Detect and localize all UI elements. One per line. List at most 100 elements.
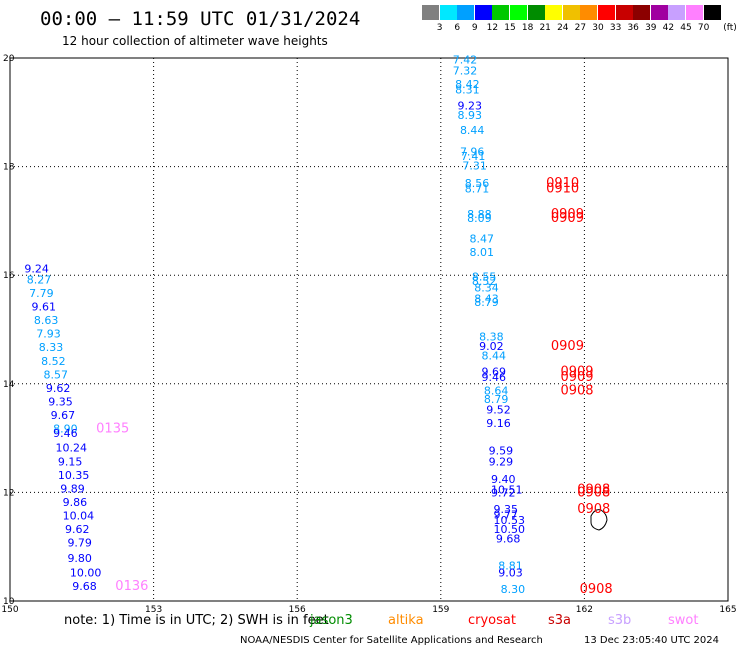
wave-height-label: 10.50 — [493, 523, 525, 536]
chart-title: 00:00 – 11:59 UTC 01/31/2024 — [40, 8, 361, 30]
legend-swatch — [545, 5, 563, 20]
pass-time-label: 0908 — [560, 384, 593, 399]
wave-height-label: 8.64 — [484, 385, 509, 398]
wave-height-label: 10.35 — [58, 469, 90, 482]
wave-height-label: 9.46 — [53, 427, 78, 440]
satellite-label: jason3 — [310, 613, 353, 628]
wave-height-label: 8.42 — [455, 78, 480, 91]
legend-level-label: 27 — [574, 23, 587, 33]
footer-note: note: 1) Time is in UTC; 2) SWH is in fe… — [64, 613, 329, 628]
y-tick-label: 12 — [3, 488, 14, 498]
wave-height-label: 9.79 — [67, 537, 92, 550]
credit-line: NOAA/NESDIS Center for Satellite Applica… — [240, 635, 543, 646]
wave-height-label: 8.01 — [470, 246, 495, 259]
legend-level-label: 70 — [697, 23, 710, 33]
legend-swatch — [562, 5, 580, 20]
wave-height-label: 9.89 — [60, 482, 84, 495]
wave-height-label: 9.62 — [46, 382, 71, 395]
wave-height-label: 10.53 — [493, 514, 525, 527]
satellite-label: s3b — [608, 613, 632, 628]
wave-height-label: 8.27 — [27, 273, 52, 286]
pass-time-label: 0909 — [551, 339, 584, 354]
wave-height-label: 10.51 — [491, 483, 523, 496]
wave-height-label: 7.79 — [29, 287, 54, 300]
legend-swatch — [633, 5, 651, 20]
wave-height-label: 8.88 — [467, 208, 492, 221]
wave-height-label: 9.02 — [479, 340, 504, 353]
x-tick-label: 150 — [1, 605, 18, 615]
legend-swatch — [686, 5, 703, 20]
x-tick-label: 159 — [432, 605, 449, 615]
legend-swatch — [474, 5, 492, 20]
legend-swatch — [439, 5, 457, 20]
pass-time-label: 0910 — [546, 176, 579, 191]
wave-height-label: 9.16 — [486, 417, 511, 430]
legend-swatch — [457, 5, 475, 20]
wave-height-label: 7.42 — [453, 53, 478, 66]
wave-height-label: 9.35 — [493, 503, 518, 516]
legend-swatch — [422, 5, 439, 20]
pass-time-label: 0909 — [551, 211, 584, 226]
satellite-label: swot — [668, 613, 699, 628]
legend-swatch — [703, 5, 721, 20]
wave-height-label: 8.63 — [34, 314, 59, 327]
wave-height-label: 8.79 — [484, 393, 509, 406]
legend-level-label: 30 — [592, 23, 604, 33]
wave-height-label: 8.56 — [465, 177, 490, 190]
legend-swatch — [598, 5, 615, 20]
legend-level-label: 3 — [436, 23, 443, 33]
legend-level-label: 24 — [557, 23, 569, 33]
wave-height-label: 8.44 — [460, 124, 485, 137]
pass-time-label: 0908 — [577, 486, 610, 501]
legend-level-label: 45 — [680, 23, 692, 33]
wave-height-label: 9.68 — [72, 580, 97, 593]
wave-height-label: 10.00 — [70, 567, 102, 580]
legend-level-label: 39 — [645, 23, 657, 33]
pass-time-label: 0908 — [577, 482, 610, 497]
wave-height-label: 8.81 — [498, 560, 523, 573]
wave-height-label: 9.77 — [493, 508, 518, 521]
y-tick-label: 20 — [3, 54, 15, 64]
pass-time-label: 0135 — [96, 422, 129, 437]
wave-height-label: 9.24 — [24, 262, 49, 275]
wave-height-label: 8.52 — [472, 275, 497, 288]
wave-height-label: 9.15 — [58, 455, 83, 468]
chart-subtitle: 12 hour collection of altimeter wave hei… — [62, 34, 328, 48]
coastline-outline — [590, 509, 608, 531]
wave-height-label: 7.41 — [461, 150, 486, 163]
wave-height-label: 8.30 — [501, 583, 525, 596]
wave-height-label: 8.47 — [470, 233, 495, 246]
legend-swatch — [527, 5, 545, 20]
pass-time-label: 0910 — [546, 182, 579, 197]
satellite-label: s3a — [548, 613, 572, 628]
wave-height-label: 9.80 — [67, 552, 92, 565]
wave-height-label: 9.69 — [481, 366, 506, 379]
y-tick-label: 18 — [3, 163, 15, 173]
satellite-label: altika — [388, 613, 424, 628]
legend-level-label: 36 — [627, 23, 639, 33]
plot-frame — [9, 57, 729, 602]
pass-time-label: 0909 — [551, 207, 584, 222]
legend-level-label: 15 — [504, 23, 516, 33]
wave-height-label: 10.24 — [55, 442, 86, 455]
wave-height-label: 8.31 — [455, 83, 480, 96]
wave-height-label: 9.23 — [458, 100, 483, 113]
wave-height-label: 9.72 — [491, 487, 516, 500]
pass-time-label: 0909 — [560, 365, 593, 380]
wave-height-label: 9.29 — [489, 455, 513, 468]
wave-height-label: 8.52 — [41, 355, 66, 368]
legend-level-label: 42 — [662, 23, 675, 33]
x-tick-label: 156 — [289, 605, 306, 615]
wave-height-label: 10.04 — [63, 510, 95, 523]
wave-height-label: 9.03 — [498, 567, 523, 580]
x-tick-label: 162 — [576, 605, 593, 615]
wave-height-label: 8.93 — [458, 109, 483, 122]
wave-height-label: 8.34 — [474, 281, 499, 294]
legend-swatch — [668, 5, 686, 20]
wave-height-label: 8.71 — [465, 183, 490, 196]
wave-height-label: 9.67 — [51, 409, 76, 422]
wave-height-label: 8.09 — [467, 212, 492, 225]
wave-height-label: 8.57 — [44, 368, 69, 381]
y-tick-label: 10 — [3, 597, 15, 607]
y-tick-label: 14 — [3, 380, 15, 390]
